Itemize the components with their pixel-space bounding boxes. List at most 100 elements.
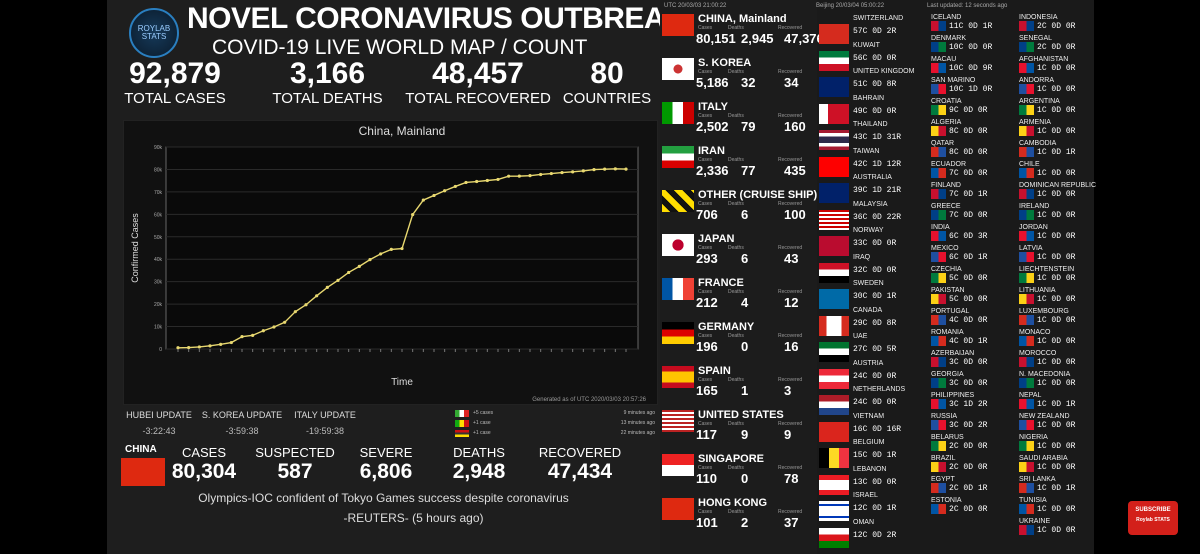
country-deaths: 0 [1051,148,1057,157]
country-recovered: 1 [1065,148,1071,157]
country-recovered: 21 [886,186,897,195]
country-deaths: 0 [963,232,969,241]
country-row: LUXEMBOURG 1C 0D 0R [1019,308,1127,329]
country-name: GERMANY [698,321,755,333]
country-values: 8C 0D 0R [949,127,988,136]
country-cases: 1 [1037,337,1042,346]
country-name: UNITED STATES [698,409,784,421]
country-name: LIECHTENSTEIN [1019,266,1075,273]
country-cases: 1 [1037,526,1042,535]
country-values: 11C 0D 1R [949,22,993,31]
data-point [379,252,383,256]
country-name: ANDORRA [1019,77,1055,84]
country-name: ARMENIA [1019,119,1051,126]
country-row: EGYPT 2C 0D 1R [931,476,1039,497]
deaths-sublabel: Deaths [728,201,744,207]
country-recovered: 0 [1065,505,1071,514]
country-name: CAMBODIA [1019,140,1057,147]
country-flag-icon [1019,504,1034,514]
country-row: UAE 27C 0D 5R [819,333,896,362]
country-deaths: 0 [872,371,878,381]
country-card: ITALY Cases Deaths Recovered 2,502 79 160 [662,101,815,142]
country-recovered: 0 [1065,22,1071,31]
country-values: 4C 0D 1R [949,337,988,346]
country-recovered: 9 [784,427,792,442]
country-recovered: 0 [886,265,892,275]
country-cases: 1 [1037,127,1042,136]
country-deaths: 32 [741,75,756,90]
country-name: IRAN [698,145,725,157]
country-deaths: 0 [1051,106,1057,115]
country-cases: 30 [853,292,863,301]
update-ago: 22 minutes ago [620,430,655,436]
country-values: 39C 1D 21R [853,186,902,195]
country-row: INDONESIA 2C 0D 0R [1019,14,1127,35]
country-recovered: 22 [886,212,897,222]
country-cases: 6 [949,253,954,262]
country-name: CROATIA [931,98,962,105]
china-flag-icon [121,458,165,486]
country-recovered: 0 [1065,190,1071,199]
country-name: OTHER (CRUISE SHIP) [698,189,818,201]
country-row: DOMINICAN REPUBLIC 1C 0D 0R [1019,182,1127,203]
y-tick-label: 10k [154,325,163,331]
country-values: 29C 0D 8R [853,318,897,328]
country-values: 30C 0D 1R [853,292,897,301]
country-name: DENMARK [931,35,967,42]
deaths-sublabel: Deaths [728,465,744,471]
country-flag-icon [1019,21,1034,31]
country-deaths: 0 [872,504,878,513]
country-cases: 57 [853,27,863,36]
country-cases: 1 [1037,421,1042,430]
data-point [368,258,372,262]
country-cases: 7 [949,190,954,199]
country-row: CAMBODIA 1C 0D 1R [1019,140,1127,161]
country-values: 1C 0D 1R [1037,400,1076,409]
country-flag-icon [931,315,946,325]
country-flag-icon [931,378,946,388]
country-flag-icon [819,421,849,442]
country-recovered: 0 [886,239,892,248]
country-flag-icon [1019,357,1034,367]
country-recovered: 1 [1065,484,1071,493]
country-name: SINGAPORE [698,453,765,465]
country-cases: 1 [1037,358,1042,367]
country-cases: 1 [1037,169,1042,178]
country-recovered: 5 [886,345,892,354]
data-point [208,344,212,348]
country-cases: 1 [1037,295,1042,304]
x-axis-label: Time [391,377,413,388]
country-row: LIECHTENSTEIN 1C 0D 0R [1019,266,1127,287]
country-cases: 293 [696,251,718,266]
country-values: 2C 0D 0R [949,463,988,472]
country-name: BELGIUM [853,439,885,446]
cases-sublabel: Cases [698,113,713,119]
country-cases: 32 [853,265,863,275]
country-flag-icon [1019,378,1034,388]
country-deaths: 0 [963,484,969,493]
country-recovered: 0 [977,505,983,514]
country-recovered: 47,376 [784,31,824,46]
country-row: CROATIA 9C 0D 0R [931,98,1039,119]
y-tick-label: 0 [159,347,162,353]
country-row: AUSTRALIA 39C 1D 21R [819,174,901,203]
deaths-sublabel: Deaths [728,421,744,427]
country-recovered: 0 [977,211,983,220]
country-recovered: 1 [982,22,988,31]
data-point [539,172,543,177]
country-recovered: 1 [977,337,983,346]
data-point [485,178,489,183]
country-deaths: 0 [872,424,878,434]
country-flag-icon [662,14,694,36]
country-row: NIGERIA 1C 0D 0R [1019,434,1127,455]
news-headline[interactable]: Olympics-IOC confident of Tokyo Games su… [198,491,569,505]
country-row: NEW ZEALAND 1C 0D 0R [1019,413,1127,434]
country-name: QATAR [931,140,955,147]
country-deaths: 0 [872,477,878,487]
country-name: MALAYSIA [853,200,888,208]
country-deaths: 1 [741,383,749,398]
country-values: 1C 0D 0R [1037,526,1076,535]
subscribe-button[interactable]: SUBSCRIBE Roylab STATS [1128,501,1178,535]
country-row: SWEDEN 30C 0D 1R [819,280,896,309]
country-row: ARMENIA 1C 0D 0R [1019,119,1127,140]
